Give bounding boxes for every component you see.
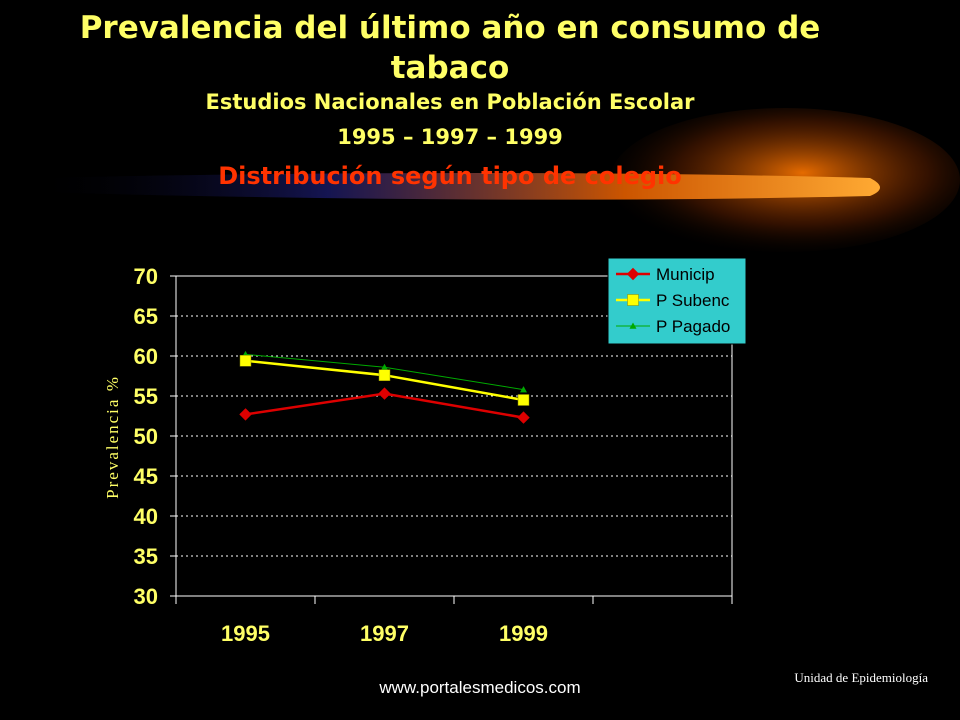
y-tick-label: 30 (134, 584, 158, 609)
slide-years: 1995 – 1997 – 1999 (337, 125, 563, 149)
data-point (239, 408, 252, 421)
y-axis-label: Prevalencia % (103, 375, 122, 499)
data-point (239, 355, 252, 367)
y-tick-label: 55 (134, 384, 158, 409)
x-tick-label: 1997 (360, 621, 409, 646)
data-point (517, 411, 530, 424)
legend-swatch-marker (626, 267, 640, 281)
data-point (381, 363, 388, 370)
y-tick-label: 70 (134, 264, 158, 289)
chart-legend: Municip P Subenc P Pagado (607, 257, 747, 345)
y-tick-label: 35 (134, 544, 158, 569)
legend-label: P Subenc (656, 291, 730, 310)
footer-unit: Unidad de Epidemiología (794, 670, 928, 685)
footer-url: www.portalesmedicos.com (379, 678, 581, 697)
slide-title: Prevalencia del último año en consumo de… (79, 10, 821, 86)
legend-label: P Pagado (656, 317, 730, 336)
slide-distribution-heading: Distribución según tipo de colegio (218, 162, 682, 190)
chart-gridlines (176, 315, 732, 557)
data-point (520, 386, 527, 393)
x-tick-label: 1995 (221, 621, 270, 646)
data-point (378, 387, 391, 400)
chart-axes: 30 35 40 45 50 55 60 65 70 1995 1997 1999 (134, 264, 733, 646)
y-tick-label: 50 (134, 424, 158, 449)
y-tick-label: 60 (134, 344, 158, 369)
y-tick-label: 40 (134, 504, 158, 529)
legend-swatch-marker (627, 294, 639, 306)
y-tick-label: 65 (134, 304, 158, 329)
light-beam (30, 173, 880, 200)
chart-series (239, 350, 530, 424)
legend-swatch-marker (629, 322, 637, 329)
slide-subtitle: Estudios Nacionales en Población Escolar (205, 90, 695, 114)
data-point (517, 394, 530, 406)
data-point (378, 369, 391, 381)
y-tick-label: 45 (134, 464, 158, 489)
x-tick-label: 1999 (499, 621, 548, 646)
legend-label: Municip (656, 265, 715, 284)
